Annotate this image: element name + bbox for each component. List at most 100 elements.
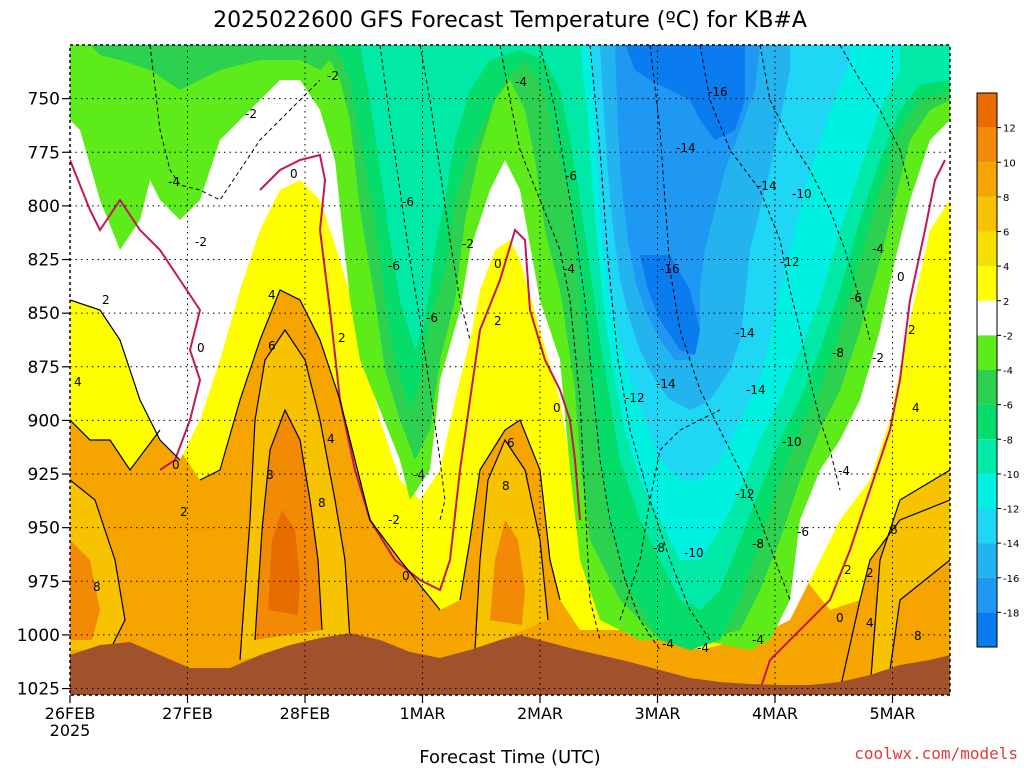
x-tick-label: 27FEB [162,704,213,723]
contour-label: 0 [836,611,844,625]
band-orange-west-2 [70,540,100,640]
contour-label: -8 [752,537,764,551]
contour-label: 2 [844,563,852,577]
contour-label: -2 [195,235,207,249]
contour-label: 4 [74,375,82,389]
contour-label: -10 [792,187,812,201]
contour-label: -16 [660,262,680,276]
colorbar-swatch [977,300,997,336]
contour-label: -4 [662,637,674,651]
colorbar-swatch [977,543,997,578]
y-tick-label: 975 [28,572,60,592]
chart-title: 2025022600 GFS Forecast Temperature (ºC)… [213,8,807,33]
colorbar-swatch [977,127,997,163]
y-tick-label: 1025 [17,680,60,700]
contour-label: -14 [676,141,696,155]
contour-label: 2 [908,323,916,337]
contour-label: -2 [462,237,474,251]
y-tick-label: 1000 [17,626,60,646]
colorbar-swatch [977,508,997,544]
colorbar-label: -12 [1003,505,1019,516]
contour-label: 0 [553,401,561,415]
contour-label: 0 [402,569,410,583]
y-tick-label: 900 [28,411,60,431]
contour-label: -4 [838,464,850,478]
site-credit: coolwx.com/models [854,744,1018,763]
colorbar-label: 8 [1003,193,1009,204]
colorbar-swatch [977,612,997,647]
contour-label: -10 [684,546,704,560]
plot-frame [69,44,951,696]
colorbar-swatch [977,473,997,509]
band-orange-east-2 [490,520,525,625]
x-tick-label: 28FEB [280,704,331,723]
contour-label: -4 [697,641,709,655]
colorbar-label: -4 [1003,366,1013,377]
contour-label: -2 [245,107,257,121]
x-tick-label: 5MAR [869,704,915,723]
contour-label: -10 [782,435,802,449]
contour-label: -14 [757,179,777,193]
contour-label: -12 [735,487,755,501]
freezing-contour [70,153,946,691]
x-tick-label: 2MAR [517,704,563,723]
contour-label: 8 [93,580,101,594]
contour-label: 8 [266,468,274,482]
y-tick-label: 950 [28,519,60,539]
contour-label: 0 [494,257,502,271]
contour-label: 8 [318,496,326,510]
contour-label: -6 [388,259,400,273]
colorbar-label: 2 [1003,297,1009,308]
x-tick-label: 26FEB [45,704,96,723]
contour-label: 2 [866,566,874,580]
band-orange-3 [268,510,300,615]
x-axis: 26FEB 27FEB 28FEB 1MAR 2MAR 3MAR 4MAR 5MAR [45,695,916,723]
contour-label: -6 [797,525,809,539]
colorbar-swatch [977,577,997,613]
colorbar: -18 -16 -14 -12 -10 -8 -6 -4 -2 2 4 6 8 10 12 [976,92,1019,648]
contour-label: 4 [912,401,920,415]
contour-label: -8 [653,541,665,555]
colorbar-label: 4 [1003,262,1009,273]
contour-label: -6 [426,311,438,325]
colorbar-label: -14 [1003,539,1019,550]
contour-label: 8 [914,629,922,643]
x-tick-label: 1MAR [399,704,445,723]
colorbar-swatch [977,404,997,440]
contour-label: -12 [625,391,645,405]
x-tick-label: 4MAR [752,704,798,723]
contour-label: -14 [746,383,766,397]
contour-label: 4 [268,288,276,302]
contour-label: -6 [850,291,862,305]
contour-label: -14 [656,377,676,391]
contour-label: -8 [832,346,844,360]
contour-label: -4 [515,75,527,89]
colorbar-swatch [977,93,997,128]
contour-labels: -2 -2 -4 -16 -14 -4 0 -6 -14 -10 -6 -2 -… [74,69,922,655]
y-tick-label: 800 [28,197,60,217]
contour-label: 0 [172,458,180,472]
contour-label: 2 [180,505,188,519]
contour-label: -4 [752,633,764,647]
x-axis-title: Forecast Time (UTC) [419,747,600,768]
band-deep-blue-2 [640,255,700,355]
contour-label: 8 [502,479,510,493]
contour-label: -4 [413,468,425,482]
contour-label: -12 [780,255,800,269]
contour-label: -6 [565,169,577,183]
contour-label: 2 [338,331,346,345]
contour-label: -2 [388,513,400,527]
contour-label: 6 [268,339,276,353]
contour-label: -4 [872,242,884,256]
colorbar-label: 10 [1003,158,1016,169]
plot-area [70,45,950,695]
y-tick-label: 925 [28,465,60,485]
contour-label: 2 [494,314,502,328]
contour-label: 2 [102,293,110,307]
colorbar-swatch [977,370,997,405]
colorbar-swatch [977,196,997,232]
grid-lines [70,45,950,695]
x-tick-year: 2025 [50,721,91,740]
band-deep-blue [625,45,745,140]
